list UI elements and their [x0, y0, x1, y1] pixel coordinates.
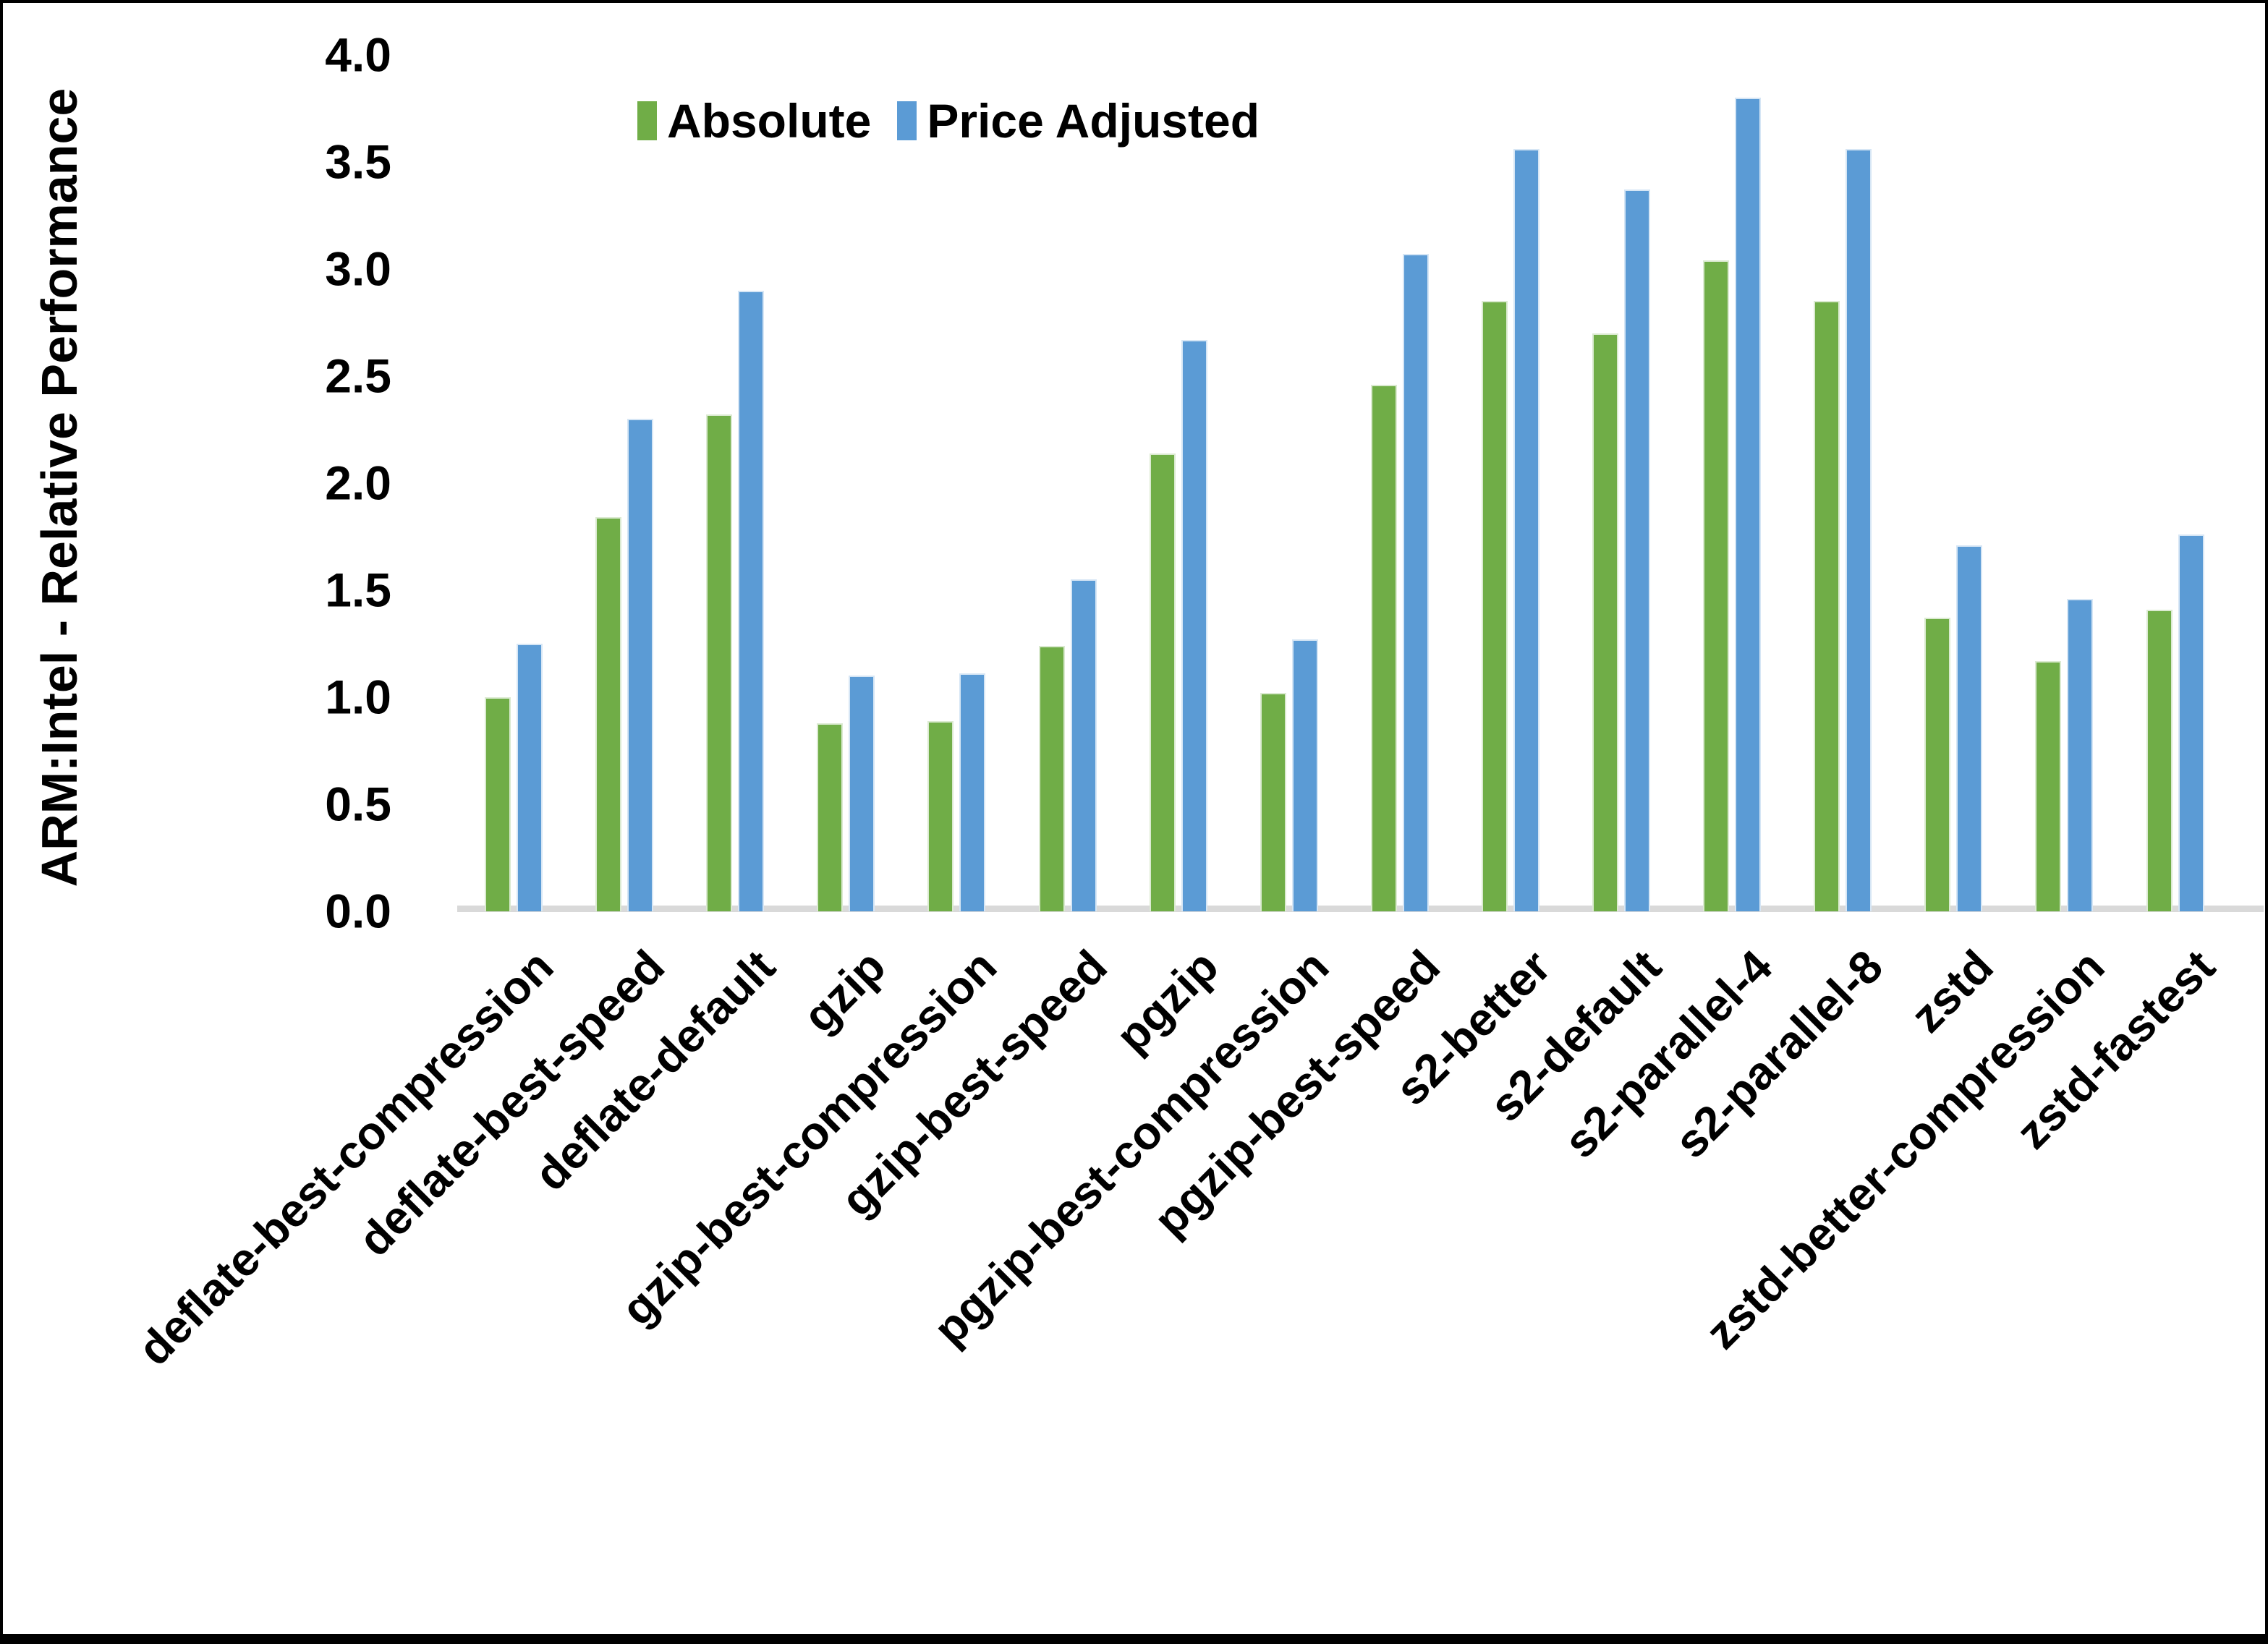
bar-price-adjusted-zstd-better-compression: [2067, 598, 2094, 911]
bar-absolute-deflate-best-compression: [485, 697, 511, 911]
x-axis-label-deflate-best-compression: deflate-best-compression: [127, 940, 564, 1376]
bar-absolute-deflate-best-speed: [595, 517, 622, 911]
y-axis-title: ARM:Intel - Relative Performance: [31, 88, 88, 887]
y-axis-tick-2.0: 2.0: [325, 456, 391, 510]
bar-price-adjusted-deflate-default: [738, 290, 765, 911]
bar-price-adjusted-zstd: [1956, 545, 1983, 911]
bar-price-adjusted-pgzip: [1181, 339, 1207, 911]
bar-absolute-deflate-default: [706, 414, 733, 911]
bar-absolute-s2-default: [1592, 333, 1618, 911]
bar-price-adjusted-gzip-best-compression: [959, 673, 986, 911]
bar-absolute-pgzip-best-speed: [1370, 384, 1397, 911]
x-axis-line: [457, 906, 2264, 912]
bar-price-adjusted-s2-parallel-4: [1735, 98, 1762, 911]
legend-swatch-absolute: [637, 101, 657, 140]
bar-price-adjusted-s2-better: [1513, 149, 1539, 911]
legend-item-price-adjusted: Price Adjusted: [897, 97, 1260, 145]
y-axis-tick-1.0: 1.0: [325, 670, 391, 724]
bar-price-adjusted-s2-default: [1624, 189, 1650, 911]
legend-item-absolute: Absolute: [637, 97, 871, 145]
bar-price-adjusted-zstd-fastest: [2178, 534, 2204, 911]
bar-absolute-s2-parallel-8: [1814, 301, 1840, 911]
bar-price-adjusted-deflate-best-speed: [627, 419, 654, 911]
y-axis-tick-4.0: 4.0: [325, 27, 391, 82]
legend-label-price-adjusted: Price Adjusted: [927, 94, 1260, 148]
legend: Absolute Price Adjusted: [637, 97, 1260, 145]
bar-price-adjusted-pgzip-best-speed: [1402, 254, 1429, 911]
bar-absolute-s2-better: [1481, 301, 1508, 911]
bar-absolute-s2-parallel-4: [1703, 260, 1730, 911]
bar-absolute-zstd-better-compression: [2035, 660, 2062, 911]
bar-absolute-gzip-best-speed: [1038, 645, 1065, 911]
y-axis-tick-0.5: 0.5: [325, 777, 391, 831]
bar-absolute-zstd: [1924, 618, 1951, 911]
bar-price-adjusted-gzip: [849, 676, 875, 911]
bar-absolute-gzip: [817, 723, 844, 911]
bar-absolute-zstd-fastest: [2146, 609, 2173, 911]
bar-absolute-pgzip: [1149, 453, 1176, 911]
bar-absolute-pgzip-best-compression: [1260, 693, 1286, 911]
bar-price-adjusted-pgzip-best-compression: [1291, 639, 1318, 911]
y-axis-tick-3.5: 3.5: [325, 135, 391, 189]
bar-absolute-gzip-best-compression: [927, 720, 954, 911]
bar-price-adjusted-s2-parallel-8: [1846, 149, 1872, 911]
legend-label-absolute: Absolute: [667, 94, 872, 148]
bar-price-adjusted-gzip-best-speed: [1070, 579, 1097, 911]
y-axis-tick-0.0: 0.0: [325, 884, 391, 938]
y-axis-tick-1.5: 1.5: [325, 563, 391, 617]
bar-price-adjusted-deflate-best-compression: [517, 644, 543, 911]
y-axis-tick-3.0: 3.0: [325, 242, 391, 296]
legend-swatch-price-adjusted: [897, 101, 917, 140]
y-axis-tick-2.5: 2.5: [325, 349, 391, 403]
